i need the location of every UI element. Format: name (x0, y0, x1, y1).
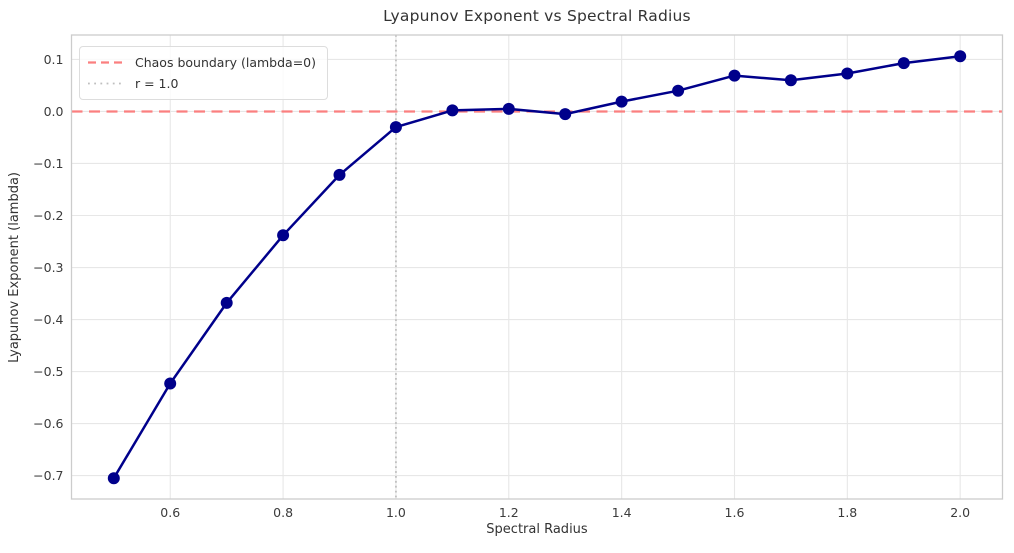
x-tick-label: 1.6 (725, 505, 745, 520)
y-tick-label: −0.5 (33, 364, 63, 379)
y-tick-label: −0.1 (33, 156, 63, 171)
legend-label-chaos-boundary: Chaos boundary (lambda=0) (135, 55, 316, 70)
y-tick-label: −0.6 (33, 416, 63, 431)
x-tick-label: 1.2 (499, 505, 519, 520)
x-tick-label: 1.0 (386, 505, 406, 520)
x-tick-label: 1.4 (612, 505, 632, 520)
x-tick-label: 0.8 (273, 505, 293, 520)
data-point-marker (220, 296, 233, 309)
data-point-marker (164, 377, 177, 390)
legend-item-chaos-boundary: Chaos boundary (lambda=0) (88, 52, 316, 73)
dotted-line-sample-icon (88, 82, 125, 85)
x-axis-label: Spectral Radius (486, 522, 588, 537)
data-point-marker (389, 121, 402, 134)
data-point-marker (107, 472, 120, 485)
data-point-marker (672, 84, 685, 97)
data-point-marker (615, 95, 628, 108)
data-point-marker (446, 104, 459, 117)
y-tick-label: 0.1 (44, 52, 64, 67)
dashed-line-sample-icon (88, 61, 125, 64)
data-point-marker (277, 229, 290, 242)
y-tick-label: −0.4 (33, 312, 63, 327)
x-tick-label: 1.8 (837, 505, 857, 520)
data-point-marker (954, 50, 967, 63)
legend-item-r-equals-1: r = 1.0 (88, 73, 316, 94)
legend: Chaos boundary (lambda=0) r = 1.0 (79, 46, 328, 100)
data-point-marker (841, 67, 854, 80)
y-tick-label: −0.3 (33, 260, 63, 275)
data-point-marker (897, 57, 910, 70)
y-tick-label: −0.7 (33, 468, 63, 483)
y-tick-label: 0.0 (44, 104, 64, 119)
data-point-marker (333, 168, 346, 181)
data-point-marker (559, 108, 572, 121)
y-axis-label-container: Lyapunov Exponent (lambda) (2, 35, 26, 499)
data-point-marker (728, 69, 741, 82)
y-axis-label: Lyapunov Exponent (lambda) (6, 171, 22, 363)
x-tick-label: 2.0 (950, 505, 970, 520)
x-tick-label: 0.6 (160, 505, 180, 520)
legend-label-r-equals-1: r = 1.0 (135, 76, 179, 91)
chart-title: Lyapunov Exponent vs Spectral Radius (383, 7, 691, 25)
data-point-marker (784, 74, 797, 87)
plot-border (70, 34, 1004, 500)
y-tick-label: −0.2 (33, 208, 63, 223)
data-point-marker (502, 102, 515, 115)
data-line (112, 55, 962, 480)
